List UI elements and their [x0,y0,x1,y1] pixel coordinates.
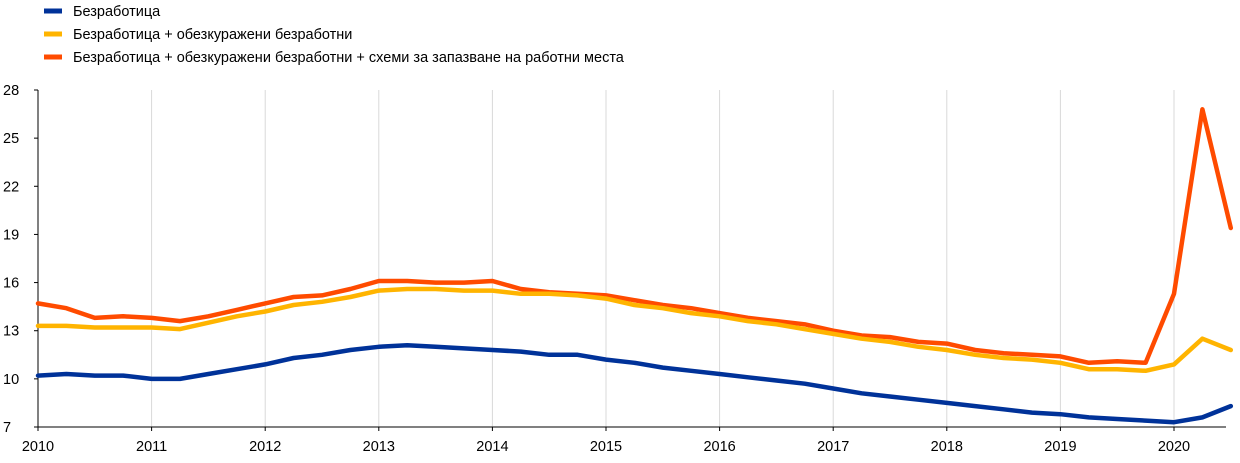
x-tick-label-2020: 2020 [1158,439,1190,455]
x-tick-label-2017: 2017 [817,439,849,455]
grid [151,90,1175,427]
legend-swatch-3 [44,54,62,60]
x-axis: 2010 2011 2012 2013 2014 2015 2016 2017 2018 2019… [22,426,1226,455]
x-tick-label-2014: 2014 [476,439,508,455]
x-tick-label-2016: 2016 [703,439,735,455]
legend-label-3: Безработица + обезкуражени безработни + … [73,50,625,66]
legend-swatch-1 [44,8,62,14]
x-tick-label-2013: 2013 [363,439,395,455]
legend: Безработица Безработица + обезкуражени бе… [44,4,625,66]
y-tick-label-25: 25 [3,131,19,147]
x-tick-label-2019: 2019 [1044,439,1076,455]
y-axis: 7 10 13 16 19 22 25 28 [3,83,39,436]
series-line-1 [35,342,1234,425]
y-tick-label-7: 7 [3,420,11,436]
y-tick-label-10: 10 [3,372,19,388]
y-tick-label-13: 13 [3,324,19,340]
legend-swatch-2 [44,31,62,37]
x-tick-label-2015: 2015 [590,439,622,455]
y-tick-label-28: 28 [3,83,19,99]
x-tick-label-2018: 2018 [931,439,963,455]
series-lines [35,107,1234,425]
y-tick-label-19: 19 [3,227,19,243]
x-tick-label-2012: 2012 [249,439,281,455]
y-tick-label-22: 22 [3,179,19,195]
legend-label-2: Безработица + обезкуражени безработни [73,27,352,43]
series-line-3 [35,107,1234,366]
x-tick-label-2011: 2011 [136,439,167,455]
x-tick-label-2010: 2010 [22,439,54,455]
y-tick-label-16: 16 [3,276,19,292]
series-line-2 [35,286,1234,374]
legend-label-1: Безработица [73,4,161,20]
